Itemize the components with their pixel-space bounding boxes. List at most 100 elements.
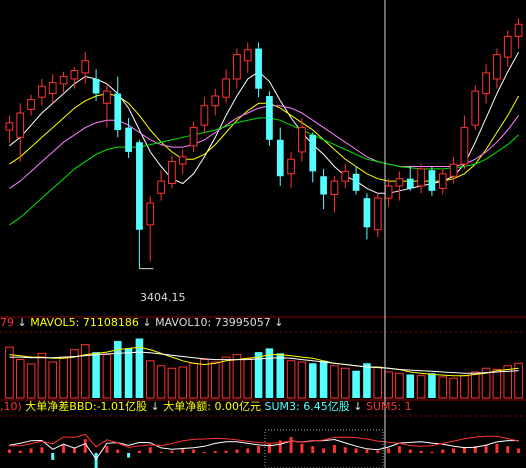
down-arrow-icon: ↓ [270, 316, 284, 329]
grid-lines [0, 316, 526, 417]
volume-bar-up [70, 349, 79, 399]
volume-bar-down [113, 340, 122, 398]
candle-body-up [48, 82, 57, 95]
bbd-bars [7, 433, 521, 468]
volume-bar-up [156, 365, 166, 399]
ma-line-ma-green [9, 117, 519, 226]
bbd-bar-positive [419, 450, 423, 453]
candle-body-up [222, 78, 230, 98]
candle-body-up [341, 170, 350, 182]
volume-bar-up [449, 377, 458, 399]
bbd-bar-positive [246, 448, 250, 453]
volume-bar-down [308, 363, 317, 398]
volume-bar-up [200, 359, 209, 399]
candlestick-series [5, 18, 523, 269]
bbd-bar-negative [127, 453, 131, 458]
candle-body-down [276, 139, 284, 177]
bbd-bar-positive [148, 447, 152, 453]
volume-ma-lines [9, 346, 519, 377]
candle-body-up [373, 197, 382, 231]
volume-bar-down [254, 352, 263, 398]
bbd-bar-positive [397, 446, 401, 453]
bbd-bar-positive [300, 443, 304, 453]
bbd-bar-positive [192, 449, 196, 453]
bbd-bar-positive [517, 448, 521, 453]
bbd-bar-positive [506, 446, 510, 453]
bbd-bar-positive [116, 449, 120, 453]
volume-bar-up [189, 362, 198, 399]
candle-body-up [287, 158, 295, 175]
volume-bar-up [59, 356, 68, 399]
sum5-label: SUM5: [365, 400, 402, 413]
bbd-bar-positive [365, 449, 369, 453]
bbd-bar-positive [213, 451, 217, 453]
bbd-bar-positive [181, 448, 185, 453]
down-arrow-icon: ↓ [349, 400, 366, 413]
mavol5-value: 71108186 [82, 316, 139, 329]
candle-body-up [330, 180, 339, 195]
bbd-prefix: ,10) [0, 400, 22, 413]
bbd-bar-positive [484, 444, 488, 453]
candle-body-up [298, 127, 306, 153]
volume-bar-up [210, 361, 220, 399]
mavol10-value: 73995057 [214, 316, 271, 329]
bbd-bar-positive [40, 447, 44, 453]
down-arrow-icon: ↓ [138, 316, 156, 329]
candle-body-up [233, 54, 241, 80]
bbd-bar-positive [343, 447, 347, 453]
bbd-bar-positive [267, 443, 271, 453]
volume-bar-up [243, 357, 253, 399]
candle-body-down [352, 173, 360, 191]
candle-body-up [200, 105, 209, 126]
down-arrow-icon: ↓ [147, 400, 164, 413]
candle-body-up [493, 54, 501, 80]
volume-bar-up [460, 375, 469, 399]
candle-body-up [471, 90, 480, 126]
candle-body-down [125, 127, 132, 152]
volume-bar-down [363, 363, 371, 398]
candle-body-up [417, 168, 425, 187]
candle-body-down [92, 78, 100, 94]
sum3-label: SUM3: [264, 400, 300, 413]
bbd-bar-positive [462, 447, 466, 453]
bbd-bar-positive [257, 446, 261, 453]
candle-body-down [136, 142, 143, 230]
sum3-value: 6.45亿股 [303, 400, 350, 413]
volume-bar-up [514, 362, 523, 399]
volume-bar-up [80, 344, 90, 399]
candle-body-up [449, 163, 458, 177]
bbd-bar-positive [29, 448, 33, 453]
volume-bar-down [124, 348, 133, 398]
sum5-value: 1 [404, 400, 412, 413]
bbd-bar-positive [495, 443, 499, 453]
candle-body-down [428, 170, 436, 191]
volume-bar-up [297, 361, 307, 399]
volume-bar-up [145, 360, 155, 399]
bbd-bar-positive [105, 446, 109, 453]
candle-body-up [59, 76, 68, 85]
bbd-bar-positive [408, 449, 412, 453]
candle-body-up [395, 178, 404, 187]
candle-body-up [384, 185, 393, 199]
volume-bar-up [416, 375, 426, 399]
volume-bar-down [276, 353, 285, 398]
candle-body-up [438, 173, 447, 189]
volume-bar-up [384, 371, 393, 399]
candle-body-up [81, 60, 90, 74]
moving-average-lines [9, 51, 520, 226]
bbd-bar-positive [441, 449, 445, 453]
bbd-bar-positive [452, 448, 456, 453]
volume-bar-up [481, 367, 491, 399]
bbd-bar-positive [72, 448, 76, 453]
net-amount-label: 大单净额: [163, 400, 211, 413]
bbd-bar-positive [311, 446, 315, 453]
bbd-bar-positive [137, 450, 141, 453]
volume-bar-up [492, 368, 502, 399]
volume-bar-down [428, 373, 436, 398]
candle-body-up [157, 180, 165, 194]
volume-bar-up [221, 356, 231, 399]
bbd-bar-positive [322, 448, 326, 453]
bbd-value: -1.01亿股 [96, 400, 148, 413]
mavol10-label: MAVOL10: [155, 316, 212, 329]
